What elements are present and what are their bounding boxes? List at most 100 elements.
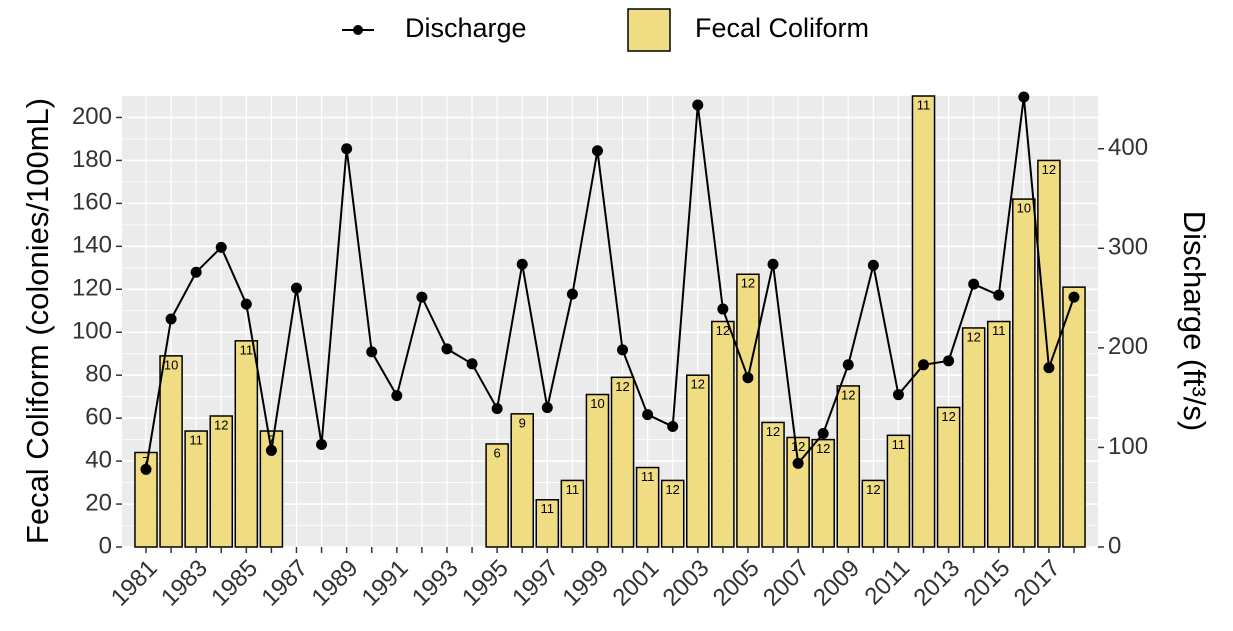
x-tick-label: 1993	[407, 555, 464, 612]
y2-axis-label: Discharge (ft³/s)	[1177, 211, 1212, 431]
x-tick-label: 2013	[908, 555, 965, 612]
bar	[510, 413, 535, 548]
point	[165, 313, 177, 325]
bar-count-label: 6	[494, 445, 501, 460]
y-axis-label: Fecal Coliform (colonies/100mL)	[20, 98, 55, 544]
point	[591, 145, 603, 157]
point	[842, 359, 854, 371]
x-tick-label: 2001	[608, 555, 665, 612]
y2-tick-label: 300	[1108, 234, 1148, 261]
point	[240, 298, 252, 310]
y2-tick-label: 400	[1108, 134, 1148, 161]
legend-bar-key	[627, 8, 671, 52]
bar	[1037, 159, 1061, 548]
point	[742, 372, 754, 384]
bar-count-label: 11	[566, 482, 580, 497]
bar-count-label: 12	[214, 417, 228, 432]
point	[817, 428, 829, 440]
point	[943, 355, 955, 367]
y2-tick-label: 100	[1108, 433, 1148, 460]
point	[617, 344, 629, 356]
bar-count-label: 12	[816, 441, 830, 456]
x-tick-label: 2015	[959, 555, 1016, 612]
bar	[711, 320, 735, 548]
point	[391, 390, 403, 402]
y-tick-label: 20	[85, 489, 112, 516]
bar-count-label: 11	[189, 432, 203, 447]
point	[918, 359, 930, 371]
legend-label: Fecal Coliform	[695, 13, 869, 43]
bar-count-label: 7	[142, 454, 149, 469]
x-tick-label: 1999	[557, 555, 614, 612]
y-tick-label: 160	[72, 189, 112, 216]
point	[767, 258, 779, 270]
x-tick-label: 2017	[1009, 555, 1066, 612]
legend-label: Discharge	[405, 13, 527, 43]
bar-count-label: 11	[992, 323, 1006, 338]
bar	[911, 95, 936, 548]
y-tick-label: 120	[72, 275, 112, 302]
point	[642, 409, 654, 421]
bar-count-label: 12	[1042, 162, 1056, 177]
y-tick-label: 180	[72, 146, 112, 173]
point	[140, 463, 152, 475]
bar-count-label: 12	[615, 379, 629, 394]
bar	[936, 406, 961, 548]
x-tick-label: 2005	[708, 555, 765, 612]
point	[316, 438, 328, 450]
bar	[209, 415, 234, 548]
point	[541, 402, 553, 414]
bar	[685, 374, 710, 548]
point	[1043, 362, 1055, 374]
point	[892, 389, 904, 401]
point	[867, 259, 879, 271]
x-tick-label: 2003	[658, 555, 715, 612]
bar-count-label: 12	[691, 377, 705, 392]
point	[667, 421, 679, 433]
point	[993, 289, 1005, 301]
x-tick-label: 1989	[307, 555, 364, 612]
y-tick-label: 80	[85, 361, 112, 388]
x-tick-label: 1985	[206, 555, 263, 612]
bar-count-label: 11	[641, 469, 655, 484]
bar-count-label: 12	[741, 276, 755, 291]
bar-count-label: 10	[1017, 201, 1031, 216]
y-tick-label: 140	[72, 232, 112, 259]
x-tick-label: 1991	[357, 555, 414, 612]
bar-count-label: 12	[941, 409, 955, 424]
bar-count-label: 11	[917, 97, 931, 112]
point	[190, 266, 202, 278]
point	[441, 343, 453, 355]
x-tick-label: 2011	[860, 555, 916, 611]
bar	[886, 434, 911, 548]
bar-count-label: 11	[240, 342, 254, 357]
point	[1068, 291, 1080, 303]
y-tick-label: 100	[72, 318, 112, 345]
y-tick-label: 40	[85, 446, 112, 473]
point	[717, 303, 729, 315]
legend: Discharge Fecal Coliform	[342, 8, 869, 52]
bar-count-label: 12	[665, 482, 679, 497]
x-tick-label: 1995	[457, 555, 514, 612]
y-tick-label: 200	[72, 103, 112, 130]
x-tick-label: 2009	[808, 555, 865, 612]
point	[366, 346, 378, 358]
bar	[1012, 198, 1036, 548]
y2-tick-label: 200	[1108, 333, 1148, 360]
point	[491, 403, 503, 415]
bar-count-label: 9	[519, 415, 526, 430]
bar-count-label: 12	[766, 424, 780, 439]
point	[265, 444, 277, 456]
bar-count-label: 7	[268, 432, 275, 447]
x-tick-label: 1987	[256, 555, 313, 612]
point	[566, 288, 578, 300]
bar	[159, 355, 183, 548]
point	[341, 143, 353, 155]
bar-count-label: 12	[791, 439, 805, 454]
bar	[610, 376, 635, 548]
point	[792, 457, 804, 469]
y-tick-label: 0	[99, 532, 112, 559]
point	[968, 278, 980, 290]
bar-count-label: 10	[590, 396, 604, 411]
x-tick-label: 1997	[507, 555, 564, 612]
